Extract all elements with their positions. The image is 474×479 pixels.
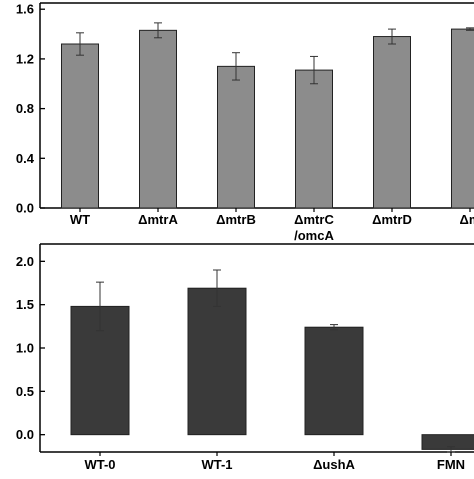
bar — [296, 70, 333, 208]
y-tick-label: 0.0 — [16, 427, 34, 442]
x-category-label: /omcA — [294, 228, 334, 243]
bar — [218, 66, 255, 208]
x-category-label: WT-1 — [201, 457, 232, 472]
x-category-label: ΔmtrA — [138, 212, 178, 227]
bar — [188, 288, 246, 434]
x-category-label: WT-0 — [84, 457, 115, 472]
y-tick-label: 0.8 — [16, 101, 34, 116]
y-tick-label: 1.5 — [16, 297, 34, 312]
x-category-label: ΔmtrD — [372, 212, 412, 227]
bar — [305, 327, 363, 434]
y-tick-label: 0.5 — [16, 384, 34, 399]
x-category-label: FMN — [437, 457, 465, 472]
bar — [452, 29, 474, 208]
bar — [374, 37, 411, 208]
y-tick-label: 0.4 — [16, 151, 35, 166]
bar — [62, 44, 99, 208]
y-tick-label: 2.0 — [16, 254, 34, 269]
x-category-label: ΔmtrC — [294, 212, 334, 227]
chart-panel-2: 0.0 0.5 1.0 1.5 2.0 WT-0 WT-1 ΔushA FMN — [16, 244, 474, 472]
x-category-label: Δm — [460, 212, 474, 227]
x-category-label: ΔushA — [313, 457, 355, 472]
chart-panel-1: 0.0 0.4 0.8 1.2 1.6 WT ΔmtrA ΔmtrB ΔmtrC/omcA Δmt… — [16, 2, 474, 243]
bar — [140, 30, 177, 208]
y-tick-label: 1.6 — [16, 2, 34, 17]
x-category-label: WT — [70, 212, 90, 227]
y-tick-label: 0.0 — [16, 201, 34, 216]
y-tick-label: 1.2 — [16, 51, 34, 66]
y-tick-label: 1.0 — [16, 341, 34, 356]
x-category-label: ΔmtrB — [216, 212, 256, 227]
